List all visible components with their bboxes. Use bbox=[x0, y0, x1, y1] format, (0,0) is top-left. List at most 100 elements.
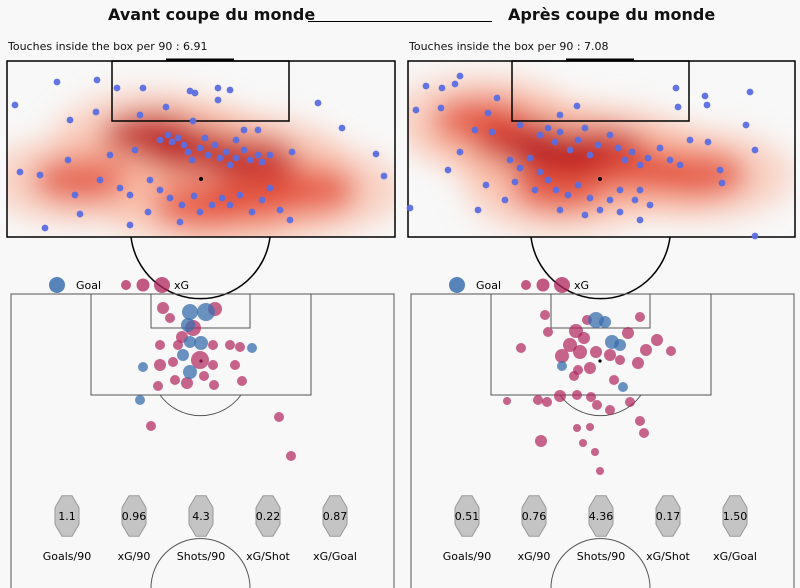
touch-point-left bbox=[314, 99, 322, 107]
touches-per90-right: Touches inside the box per 90 : 7.08 bbox=[409, 40, 609, 53]
stat-value: 0.51 bbox=[455, 510, 480, 523]
touch-point-right bbox=[531, 186, 539, 194]
penalty-spot-bottom-right bbox=[598, 359, 602, 363]
touch-point-left bbox=[214, 96, 222, 104]
legend-xg-medium bbox=[536, 278, 550, 292]
touch-point-right bbox=[703, 101, 711, 109]
stat-value: 0.22 bbox=[256, 510, 281, 523]
touch-point-left bbox=[189, 117, 197, 125]
stat-badge-left bbox=[322, 495, 348, 537]
touch-point-right bbox=[536, 131, 544, 139]
penalty-spot-top-left bbox=[199, 177, 203, 181]
touch-point-right bbox=[581, 124, 589, 132]
touch-point-right bbox=[437, 104, 445, 112]
stat-badge-right bbox=[655, 495, 681, 537]
touch-point-right bbox=[573, 102, 581, 110]
touch-point-right bbox=[456, 148, 464, 156]
touch-point-right bbox=[636, 186, 644, 194]
shot-marker-right bbox=[640, 344, 652, 356]
shot-marker-left bbox=[165, 313, 175, 323]
shot-marker-right bbox=[540, 310, 550, 320]
heatmap-right bbox=[408, 75, 795, 235]
touch-point-right bbox=[488, 128, 496, 136]
touch-point-left bbox=[380, 172, 388, 180]
pitch-touches-left bbox=[6, 58, 396, 300]
touch-point-right bbox=[644, 154, 652, 162]
touch-point-left bbox=[222, 148, 230, 156]
touch-point-right bbox=[471, 126, 479, 134]
legend-goal-label: Goal bbox=[476, 279, 501, 292]
shot-marker-right bbox=[635, 416, 645, 426]
shot-marker-left bbox=[157, 302, 169, 314]
touch-point-right bbox=[526, 154, 534, 162]
touch-point-left bbox=[92, 108, 100, 116]
touch-point-right bbox=[484, 109, 492, 117]
touch-point-right bbox=[493, 94, 501, 102]
stat-label: xG/Goal bbox=[713, 550, 757, 563]
legend-xg-medium bbox=[136, 278, 150, 292]
touch-point-left bbox=[226, 201, 234, 209]
goal-marker-left bbox=[183, 365, 197, 379]
touch-point-right bbox=[676, 161, 684, 169]
goal-marker-right bbox=[599, 316, 611, 328]
stat-badge-right bbox=[588, 495, 614, 537]
touch-point-left bbox=[286, 216, 294, 224]
legend-goal-label: Goal bbox=[76, 279, 101, 292]
shot-marker-right bbox=[604, 349, 616, 361]
touch-point-left bbox=[156, 136, 164, 144]
touch-point-right bbox=[621, 156, 629, 164]
stat-value: 1.50 bbox=[723, 510, 748, 523]
goal-marker-left bbox=[182, 304, 198, 320]
touch-point-right bbox=[751, 146, 759, 154]
touch-point-left bbox=[258, 196, 266, 204]
legend-xg-large bbox=[554, 277, 570, 293]
legend-xg-label: xG bbox=[174, 279, 189, 292]
touch-point-left bbox=[226, 86, 234, 94]
shot-marker-left bbox=[170, 375, 180, 385]
touch-point-right bbox=[516, 121, 524, 129]
stat-value: 0.17 bbox=[656, 510, 681, 523]
title-before-world-cup: Avant coupe du monde bbox=[108, 5, 316, 24]
shot-marker-right bbox=[573, 424, 581, 432]
stat-value: 4.3 bbox=[192, 510, 210, 523]
touch-point-left bbox=[76, 210, 84, 218]
touches-per90-left: Touches inside the box per 90 : 6.91 bbox=[8, 40, 208, 53]
shot-marker-right bbox=[579, 439, 587, 447]
touch-point-right bbox=[586, 194, 594, 202]
touch-point-left bbox=[66, 116, 74, 124]
pitch-touches-right bbox=[407, 58, 796, 300]
touch-point-left bbox=[41, 224, 49, 232]
touch-point-left bbox=[204, 151, 212, 159]
touch-point-right bbox=[552, 186, 560, 194]
touch-point-right bbox=[516, 164, 524, 172]
touch-point-right bbox=[581, 211, 589, 219]
touch-point-left bbox=[226, 161, 234, 169]
shot-marker-right bbox=[563, 338, 577, 352]
touch-point-left bbox=[188, 156, 196, 164]
touch-point-left bbox=[156, 186, 164, 194]
goal-marker-right bbox=[557, 361, 567, 371]
goal-marker-left bbox=[138, 362, 148, 372]
stat-badge-left bbox=[121, 495, 147, 537]
stat-label: Shots/90 bbox=[177, 550, 225, 563]
touch-point-right bbox=[566, 146, 574, 154]
touch-point-right bbox=[656, 144, 664, 152]
shot-marker-left bbox=[209, 380, 219, 390]
shot-marker-right bbox=[622, 327, 634, 339]
touch-point-left bbox=[53, 78, 61, 86]
touch-point-left bbox=[196, 144, 204, 152]
touch-point-right bbox=[606, 196, 614, 204]
stat-value: 4.36 bbox=[589, 510, 614, 523]
touch-point-left bbox=[196, 208, 204, 216]
heat-core bbox=[432, 98, 528, 142]
legend-xg-label: xG bbox=[574, 279, 589, 292]
goal-marker-left bbox=[177, 349, 189, 361]
stat-value: 0.76 bbox=[522, 510, 547, 523]
stat-label: Goals/90 bbox=[443, 550, 492, 563]
touch-point-left bbox=[216, 154, 224, 162]
touch-point-right bbox=[704, 138, 712, 146]
stat-badge-right bbox=[521, 495, 547, 537]
touch-point-left bbox=[338, 124, 346, 132]
touch-point-right bbox=[556, 206, 564, 214]
touch-point-left bbox=[266, 151, 274, 159]
